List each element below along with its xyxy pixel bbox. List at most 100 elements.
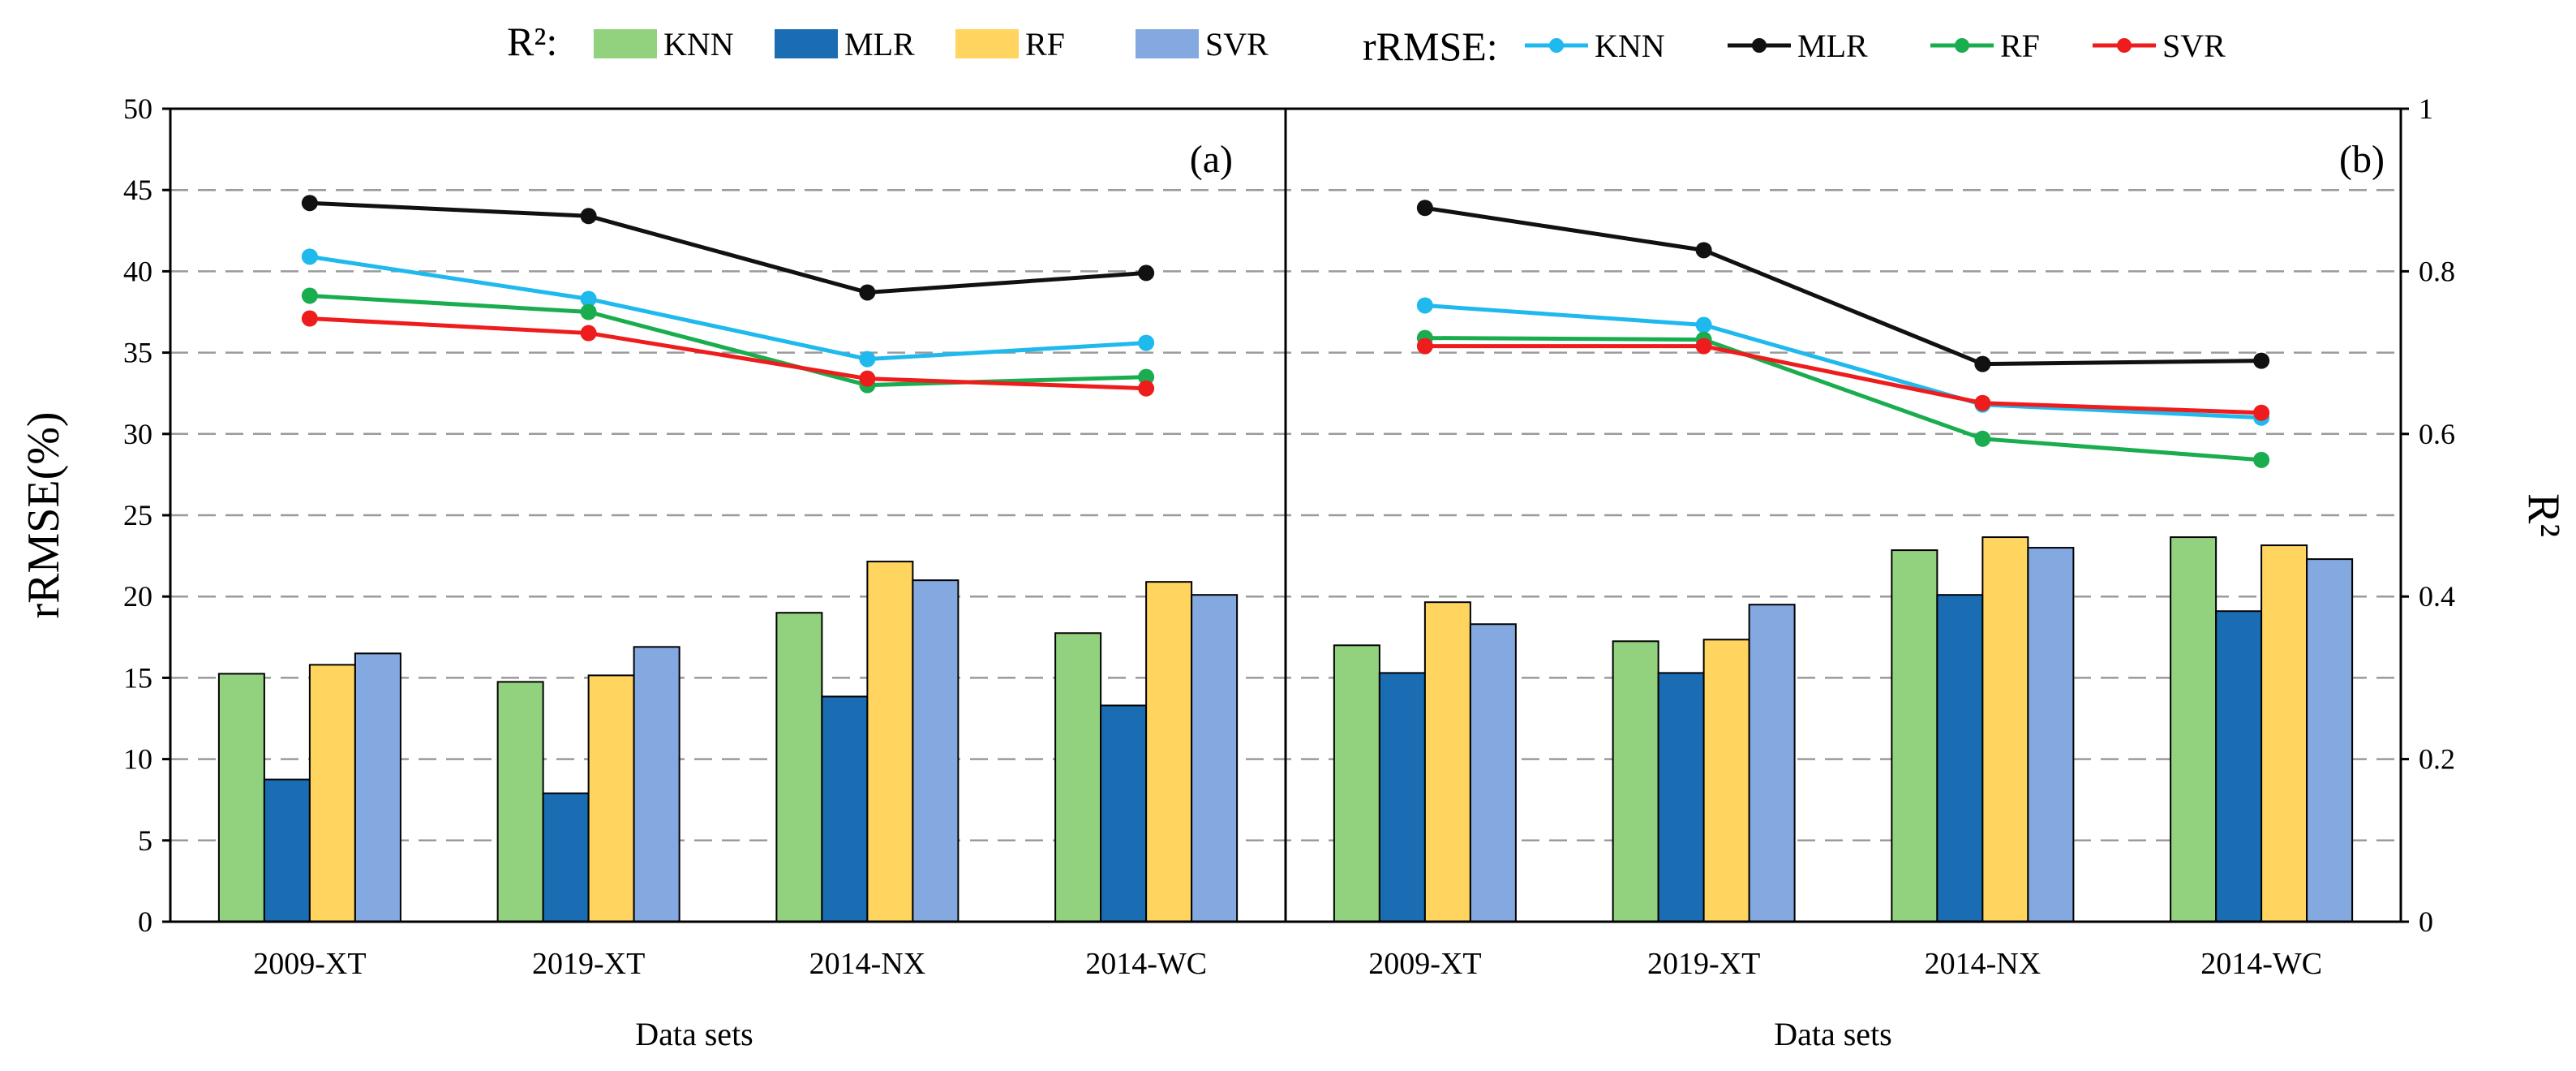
point-a-mlr-2019-XT <box>580 208 597 225</box>
legend-line-label-rf: RF <box>2000 28 2040 64</box>
panel-label-a: (a) <box>1190 138 1233 181</box>
legend-bar-swatch-rf <box>955 29 1019 58</box>
bar-b-rf-2014-NX <box>1981 536 2029 923</box>
x-axis-title-b: Data sets <box>1774 1016 1892 1052</box>
bar-a-rf-2014-NX <box>866 561 914 923</box>
legend-bar-label-knn: KNN <box>663 26 734 62</box>
bar-b-svr-2014-WC <box>2306 558 2354 923</box>
point-a-svr-2019-XT <box>580 325 597 342</box>
point-b-svr-2019-XT <box>1695 338 1712 355</box>
point-a-knn-2019-XT <box>580 290 597 308</box>
x-tick-label: 2009-XT <box>1368 947 1481 981</box>
bar-b-rf-2009-XT <box>1423 601 1471 923</box>
legend-bar-label-rf: RF <box>1025 26 1065 62</box>
line-b-knn <box>1424 303 2262 420</box>
x-tick-label: 2014-WC <box>1085 947 1207 981</box>
y-left-tick-label: 10 <box>123 743 152 776</box>
x-tick-label: 2009-XT <box>253 947 366 981</box>
point-b-svr-2014-NX <box>1974 394 1991 411</box>
point-a-rf-2014-WC <box>1138 368 1155 385</box>
y-left-tick-label: 25 <box>123 499 152 531</box>
point-a-svr-2014-NX <box>859 370 876 387</box>
bar-a-svr-2009-XT <box>354 652 401 923</box>
bar-a-svr-2014-NX <box>912 579 960 923</box>
y-right-tick-label: 0.8 <box>2419 255 2455 287</box>
legend-rrmse-prefix: rRMSE: <box>1363 24 1498 69</box>
y-axis-left-title: rRMSE(%) <box>19 411 69 618</box>
bar-b-knn-2014-NX <box>1891 549 1938 923</box>
point-b-mlr-2014-WC <box>2253 352 2270 369</box>
point-a-knn-2014-WC <box>1138 334 1155 351</box>
bar-b-rf-2019-XT <box>1702 639 1750 923</box>
bar-a-rf-2014-WC <box>1145 581 1193 923</box>
point-b-svr-2014-WC <box>2253 404 2270 421</box>
legend-bar-label-svr: SVR <box>1205 26 1269 62</box>
legend-line-label-svr: SVR <box>2162 28 2226 64</box>
rrmse-lines <box>301 195 2270 468</box>
line-a-svr <box>309 316 1147 391</box>
bar-a-svr-2014-WC <box>1191 594 1239 923</box>
point-a-mlr-2014-NX <box>859 284 876 301</box>
bar-a-knn-2014-NX <box>775 612 823 923</box>
point-a-mlr-2014-WC <box>1138 265 1155 282</box>
y-right-tick-label: 1 <box>2419 92 2433 125</box>
line-b-mlr <box>1424 205 2262 367</box>
y-right-tick-label: 0.4 <box>2419 580 2455 613</box>
legend-bar-swatch-svr <box>1136 29 1199 58</box>
x-tick-label: 2014-NX <box>1925 947 2041 981</box>
line-b-svr <box>1424 344 2262 415</box>
bar-b-mlr-2014-NX <box>1936 594 1984 923</box>
legend-line-label-knn: KNN <box>1595 28 1665 64</box>
x-axis-title-a: Data sets <box>635 1016 753 1052</box>
y-left-tick-label: 20 <box>123 580 152 613</box>
bar-b-knn-2009-XT <box>1333 644 1380 923</box>
bar-b-mlr-2009-XT <box>1378 672 1426 923</box>
x-tick-label: 2014-NX <box>809 947 926 981</box>
legend-r2-prefix: R²: <box>507 19 557 64</box>
bar-b-rf-2014-WC <box>2260 544 2308 923</box>
point-a-svr-2009-XT <box>301 310 318 327</box>
y-right-tick-label: 0.2 <box>2419 743 2455 776</box>
y-right-tick-label: 0 <box>2419 905 2433 938</box>
bar-b-svr-2009-XT <box>1469 623 1517 923</box>
point-a-mlr-2009-XT <box>301 195 318 212</box>
bar-a-knn-2014-WC <box>1054 632 1102 923</box>
point-b-knn-2009-XT <box>1416 297 1433 314</box>
bar-b-knn-2019-XT <box>1612 640 1659 923</box>
y-left-tick-label: 35 <box>123 337 152 369</box>
bar-a-knn-2009-XT <box>217 673 265 923</box>
legend-bar-label-mlr: MLR <box>844 26 915 62</box>
bar-a-mlr-2014-NX <box>821 695 869 923</box>
tick-labels: 0 5 10 15 20 25 30 35 40 45 50 0 0.2 0.4 0.6 0.8 1 2009-X… <box>123 92 2455 981</box>
point-b-mlr-2014-NX <box>1974 355 1991 372</box>
line-a-rf <box>309 293 1147 388</box>
line-b-rf <box>1424 336 2262 462</box>
legend: R²: KNN MLR RF SVR rRMSE: KNN MLR RF SVR <box>507 19 2226 69</box>
point-b-mlr-2009-XT <box>1416 200 1433 217</box>
point-b-rf-2014-NX <box>1974 430 1991 447</box>
bar-a-rf-2019-XT <box>587 674 635 923</box>
line-a-knn <box>309 254 1147 362</box>
bar-b-svr-2014-NX <box>2027 547 2075 923</box>
bar-b-svr-2019-XT <box>1748 604 1796 923</box>
bar-a-mlr-2009-XT <box>263 778 311 923</box>
point-b-svr-2009-XT <box>1416 338 1433 355</box>
bar-a-rf-2009-XT <box>308 664 356 923</box>
y-left-tick-label: 0 <box>138 905 152 938</box>
y-left-tick-label: 45 <box>123 174 152 206</box>
point-a-knn-2014-NX <box>859 351 876 368</box>
plot-frame <box>162 107 2409 923</box>
bar-a-mlr-2014-WC <box>1100 704 1148 923</box>
legend-line-swatch-knn <box>1525 38 1588 53</box>
y-left-tick-label: 40 <box>123 255 152 287</box>
bars <box>217 536 2354 923</box>
bar-b-mlr-2014-WC <box>2215 610 2263 923</box>
point-b-mlr-2019-XT <box>1695 242 1712 259</box>
point-a-svr-2014-WC <box>1138 380 1155 397</box>
point-b-rf-2014-WC <box>2253 451 2270 468</box>
point-a-knn-2009-XT <box>301 248 318 265</box>
bar-a-knn-2019-XT <box>496 681 544 923</box>
y-left-tick-label: 5 <box>138 824 152 857</box>
bar-a-mlr-2019-XT <box>542 792 590 923</box>
